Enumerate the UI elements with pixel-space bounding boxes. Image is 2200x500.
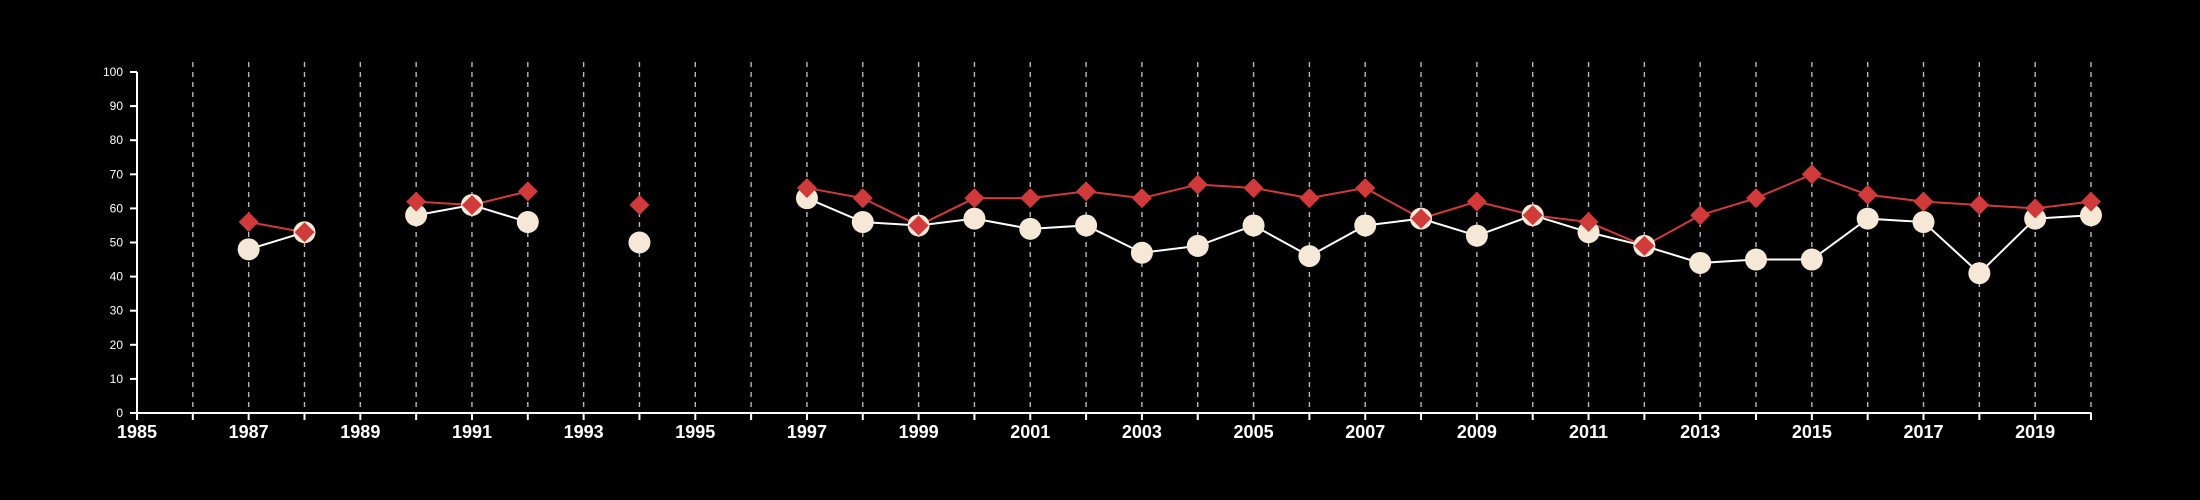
- series-b-point: [629, 194, 650, 215]
- x-tick-label: 2013: [1680, 422, 1720, 442]
- series-b-point: [1131, 188, 1152, 209]
- x-tick-label: 2017: [1903, 422, 1943, 442]
- series-b-point: [1299, 188, 1320, 209]
- series-group: [237, 164, 2102, 285]
- x-tick-label: 1991: [452, 422, 492, 442]
- series-b-point: [1187, 174, 1208, 195]
- series-b-point: [852, 188, 873, 209]
- series-a-point: [1968, 262, 1991, 285]
- series-b-point: [1076, 181, 1097, 202]
- y-tick-label: 100: [103, 65, 123, 79]
- series-b-point: [1243, 177, 1264, 198]
- x-tick-label: 2015: [1792, 422, 1832, 442]
- series-a-point: [1465, 224, 1488, 247]
- series-a-point: [1745, 248, 1768, 271]
- series-a-point: [1186, 234, 1209, 257]
- x-tick-label: 1985: [117, 422, 157, 442]
- x-tick-label: 1989: [340, 422, 380, 442]
- series-b-point: [1522, 205, 1543, 226]
- y-tick-label: 20: [110, 338, 124, 352]
- series-b-point: [1801, 164, 1822, 185]
- series-b-point: [517, 181, 538, 202]
- x-tick-label: 1999: [899, 422, 939, 442]
- y-tick-label: 70: [110, 167, 124, 181]
- y-tick-label: 10: [110, 372, 124, 386]
- series-b-point: [2081, 191, 2101, 212]
- x-tick-label: 2005: [1234, 422, 1274, 442]
- x-tick-label: 1987: [229, 422, 269, 442]
- series-b-point: [1746, 188, 1767, 209]
- y-tick-label: 0: [116, 406, 123, 420]
- series-a-point: [1856, 207, 1879, 230]
- y-tick-label: 40: [110, 270, 124, 284]
- series-b-point: [238, 212, 259, 233]
- x-tick-label: 2011: [1569, 422, 1608, 442]
- series-b-point: [796, 177, 817, 198]
- series-a-point: [1689, 251, 1712, 274]
- series-b-point: [2025, 198, 2046, 219]
- series-b-point: [406, 191, 427, 212]
- series-a-point: [1912, 211, 1935, 234]
- series-b-point: [1690, 205, 1711, 226]
- series-b-point: [1857, 184, 1878, 205]
- series-a-point: [237, 238, 260, 261]
- series-a-point: [2080, 204, 2102, 227]
- x-tick-label: 1997: [787, 422, 827, 442]
- y-tick-label: 80: [110, 133, 124, 147]
- series-a-point: [1019, 217, 1042, 240]
- series-a-point: [405, 204, 428, 227]
- x-tick-label: 1995: [675, 422, 715, 442]
- series-b-point: [1578, 212, 1599, 233]
- series-a-point: [1298, 245, 1321, 268]
- series-b-point: [1020, 188, 1041, 209]
- series-a-point: [1075, 214, 1098, 237]
- series-b-point: [1913, 191, 1934, 212]
- series-a-point: [1577, 221, 1600, 244]
- x-tick-label: 2001: [1010, 422, 1050, 442]
- series-b-point: [1411, 208, 1432, 229]
- y-tick-label: 90: [110, 99, 124, 113]
- y-tick-label: 60: [110, 201, 124, 215]
- series-b-point: [908, 215, 929, 236]
- series-a-point: [1800, 248, 1823, 271]
- grid-lines: [192, 62, 2092, 413]
- series-a-point: [628, 231, 651, 254]
- x-tick-label: 2003: [1122, 422, 1162, 442]
- series-a-point: [1242, 214, 1265, 237]
- x-tick-label: 1993: [564, 422, 604, 442]
- series-a-point: [795, 187, 818, 210]
- series-b-point: [1969, 194, 1990, 215]
- series-b-point: [461, 194, 482, 215]
- series-b-point: [1355, 177, 1376, 198]
- series-a-point: [516, 211, 539, 234]
- x-tick-label: 2019: [2015, 422, 2055, 442]
- axes: 0 10 20 30 40 50 60 70 80 90 100 1985 1987 1989 1991 19…: [103, 65, 2092, 442]
- series-b-point: [1634, 235, 1655, 256]
- x-tick-label: 2009: [1457, 422, 1497, 442]
- series-a-point: [851, 211, 874, 234]
- series-b-point: [1466, 191, 1487, 212]
- series-a-point: [963, 207, 986, 230]
- y-tick-label: 50: [110, 236, 124, 250]
- y-tick-label: 30: [110, 304, 124, 318]
- series-a-point: [1354, 214, 1377, 237]
- x-tick-label: 2007: [1345, 422, 1385, 442]
- series-a-point: [1130, 241, 1153, 264]
- series-b-point: [964, 188, 985, 209]
- series-a-point: [2024, 207, 2047, 230]
- series-b-point: [294, 222, 315, 243]
